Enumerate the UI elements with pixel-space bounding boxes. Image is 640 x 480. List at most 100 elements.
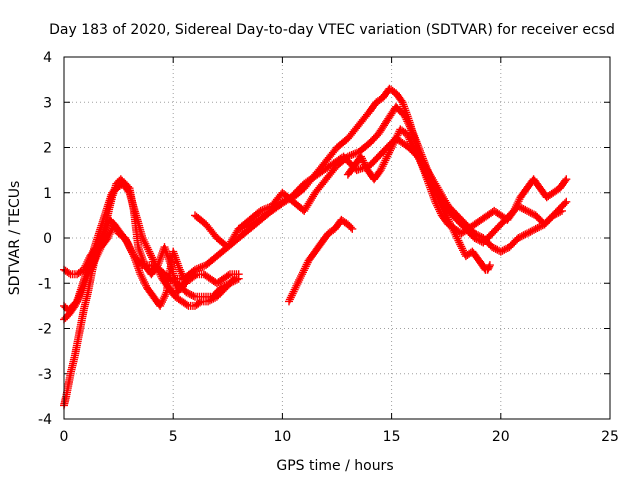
data-point [370,167,384,184]
data-point [505,235,521,252]
data-point [549,185,563,197]
data-point [147,262,161,279]
data-point [70,331,83,360]
x-axis-label: GPS time / hours [276,458,393,474]
data-point [531,221,547,233]
data-point [409,129,426,159]
data-point [490,206,504,219]
data-point [448,224,463,245]
data-point [193,270,206,279]
data-point [221,276,237,292]
plot-frame [63,56,611,420]
data-point [169,247,183,272]
data-point [66,270,79,279]
x-tick-label: 20 [492,429,510,445]
series-track-9 [479,261,494,274]
data-point [116,229,131,245]
data-point [354,109,373,129]
data-point [129,206,142,249]
data-point [496,212,513,229]
data-point [186,271,200,283]
data-point [304,249,319,265]
data-point [64,303,78,319]
data-point [392,102,408,119]
data-point [313,162,333,179]
data-point [75,308,88,337]
data-point [247,212,268,229]
data-point [92,231,107,252]
data-point [177,297,191,309]
data-point [343,163,358,179]
data-point [470,229,486,242]
y-tick-label: -2 [38,322,52,338]
data-point [562,197,571,206]
y-tick-label: 2 [43,141,52,157]
x-tick-label: 15 [383,429,401,445]
data-point [212,285,229,301]
data-point [470,217,484,229]
data-point [260,203,281,220]
x-tick-label: 10 [273,429,291,445]
data-point [343,148,361,161]
data-point [389,127,404,147]
data-point [182,288,198,300]
y-tick-label: -4 [38,412,52,428]
y-tick-label: 1 [43,186,52,202]
data-point [365,131,381,147]
data-point [274,194,294,211]
data-point [79,254,94,274]
data-point [173,280,187,297]
data-point [392,89,406,105]
y-tick-label: -3 [38,367,52,383]
data-point [300,190,319,215]
x-tick-label: 0 [60,429,69,445]
x-tick-label: 5 [169,429,178,445]
data-point [444,206,460,223]
data-point [191,261,209,274]
data-point [322,145,340,166]
data-point [562,175,571,184]
y-tick-label: 0 [43,231,52,247]
series-track-5 [169,84,571,283]
data-point [461,224,478,241]
data-point [409,143,424,164]
data-point [202,220,220,241]
data-point [496,244,512,256]
data-point [540,212,556,229]
data-point [298,258,312,279]
data-point [184,301,197,310]
data-point [374,118,391,138]
data-point [376,154,391,175]
data-point [234,221,254,233]
data-point [287,181,307,202]
data-point [156,290,170,310]
data-point [191,298,204,310]
data-point [396,125,410,137]
chart-title: Day 183 of 2020, Sidereal Day-to-day VTE… [49,22,615,38]
data-point [245,208,263,224]
data-point [70,290,85,310]
data-point [485,261,494,270]
data-point [529,175,543,191]
data-point [372,94,386,107]
data-point [514,202,530,214]
data-point [110,220,124,236]
data-point [365,149,386,170]
x-tick-label: 25 [601,429,619,445]
data-point [354,140,373,156]
series-track-7 [234,134,571,256]
data-point [256,203,274,215]
data-point [171,292,185,305]
data-point [291,272,306,292]
data-point [555,176,570,193]
data-point [143,283,157,300]
data-point [523,225,538,238]
data-point [125,184,138,213]
data-point [479,261,489,273]
data-point [523,206,538,219]
data-point [317,231,332,247]
data-point [138,234,153,254]
data-point [103,195,116,220]
data-point [514,230,530,242]
